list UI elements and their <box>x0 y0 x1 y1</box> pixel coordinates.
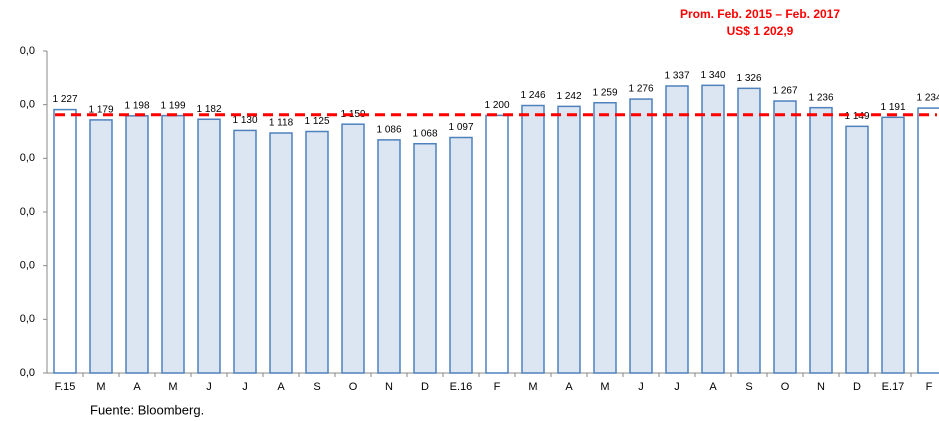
value-label: 1 246 <box>520 90 545 101</box>
bar <box>809 106 833 374</box>
source: Fuente: Bloomberg. <box>90 402 204 417</box>
annotation: Prom. Feb. 2015 – Feb. 2017 <box>680 7 840 21</box>
x-tick-label: F.15 <box>55 381 76 393</box>
bar <box>557 105 581 374</box>
value-label: 1 097 <box>448 122 473 133</box>
value-label: 1 179 <box>88 105 113 116</box>
bar <box>161 114 185 374</box>
value-label: 1 149 <box>844 111 869 122</box>
bar <box>917 107 939 374</box>
x-tick-label: F <box>494 381 501 393</box>
x-tick-label: J <box>638 381 644 393</box>
x-tick-label: J <box>242 381 248 393</box>
x-tick-label: M <box>600 381 609 393</box>
y-tick-label: 0,0 <box>20 99 35 111</box>
bar <box>305 130 329 374</box>
bar <box>773 100 797 374</box>
bar <box>593 101 617 374</box>
x-tick-label: D <box>853 381 861 393</box>
bar <box>737 87 761 374</box>
y-tick-label: 0,0 <box>20 260 35 272</box>
value-label: 1 086 <box>376 125 401 136</box>
x-tick-label: N <box>385 381 393 393</box>
value-label: 1 337 <box>664 71 689 82</box>
value-label: 1 125 <box>304 116 329 127</box>
bar <box>665 85 689 374</box>
x-tick-label: F <box>926 381 933 393</box>
average-label: US$ 1 202,9 <box>727 24 794 38</box>
bar <box>53 108 77 374</box>
x-tick-label: A <box>133 381 141 393</box>
value-label: 1 130 <box>232 115 257 126</box>
value-label: 1 227 <box>52 94 77 105</box>
value-label: 1 191 <box>880 102 905 113</box>
bar <box>377 139 401 374</box>
x-tick-label: M <box>96 381 105 393</box>
x-tick-label: O <box>349 381 358 393</box>
value-label: 1 199 <box>160 100 185 111</box>
y-tick-label: 0,0 <box>20 206 35 218</box>
bar <box>125 115 149 374</box>
x-tick-label: S <box>745 381 752 393</box>
bar <box>341 123 365 374</box>
value-label: 1 182 <box>196 104 221 115</box>
bar <box>233 129 257 374</box>
bar <box>449 136 473 374</box>
bar <box>521 104 545 374</box>
x-tick-label: A <box>277 381 285 393</box>
bar <box>413 142 437 374</box>
value-label: 1 159 <box>340 109 365 120</box>
y-tick-label: 0,0 <box>20 313 35 325</box>
x-tick-label: E.16 <box>450 381 473 393</box>
x-tick-label: M <box>528 381 537 393</box>
y-tick-label: 0,0 <box>20 367 35 379</box>
value-label: 1 242 <box>556 91 581 102</box>
value-label: 1 068 <box>412 128 437 139</box>
bar <box>89 119 113 374</box>
x-tick-label: N <box>817 381 825 393</box>
x-tick-label: J <box>206 381 212 393</box>
value-label: 1 267 <box>772 86 797 97</box>
value-label: 1 198 <box>124 100 149 111</box>
x-tick-label: O <box>781 381 790 393</box>
value-label: 1 236 <box>808 92 833 103</box>
value-label: 1 340 <box>700 70 725 81</box>
y-tick-label: 0,0 <box>20 45 35 57</box>
x-tick-label: E.17 <box>882 381 905 393</box>
value-label: 1 259 <box>592 87 617 98</box>
bar <box>269 132 293 374</box>
x-tick-label: A <box>565 381 573 393</box>
bar <box>485 114 509 374</box>
x-tick-label: A <box>709 381 717 393</box>
x-tick-label: M <box>168 381 177 393</box>
x-tick-label: J <box>674 381 680 393</box>
value-label: 1 326 <box>736 73 761 84</box>
value-label: 1 118 <box>269 118 294 129</box>
bar <box>629 98 653 374</box>
x-tick-label: D <box>421 381 429 393</box>
value-label: 1 200 <box>484 100 509 111</box>
value-label: 1 276 <box>628 84 653 95</box>
value-label: 1 234 <box>916 93 939 104</box>
bar <box>845 125 869 374</box>
x-tick-label: S <box>313 381 320 393</box>
bar <box>197 118 221 374</box>
bar <box>881 116 905 374</box>
y-tick-label: 0,0 <box>20 152 35 164</box>
bar <box>701 84 725 374</box>
